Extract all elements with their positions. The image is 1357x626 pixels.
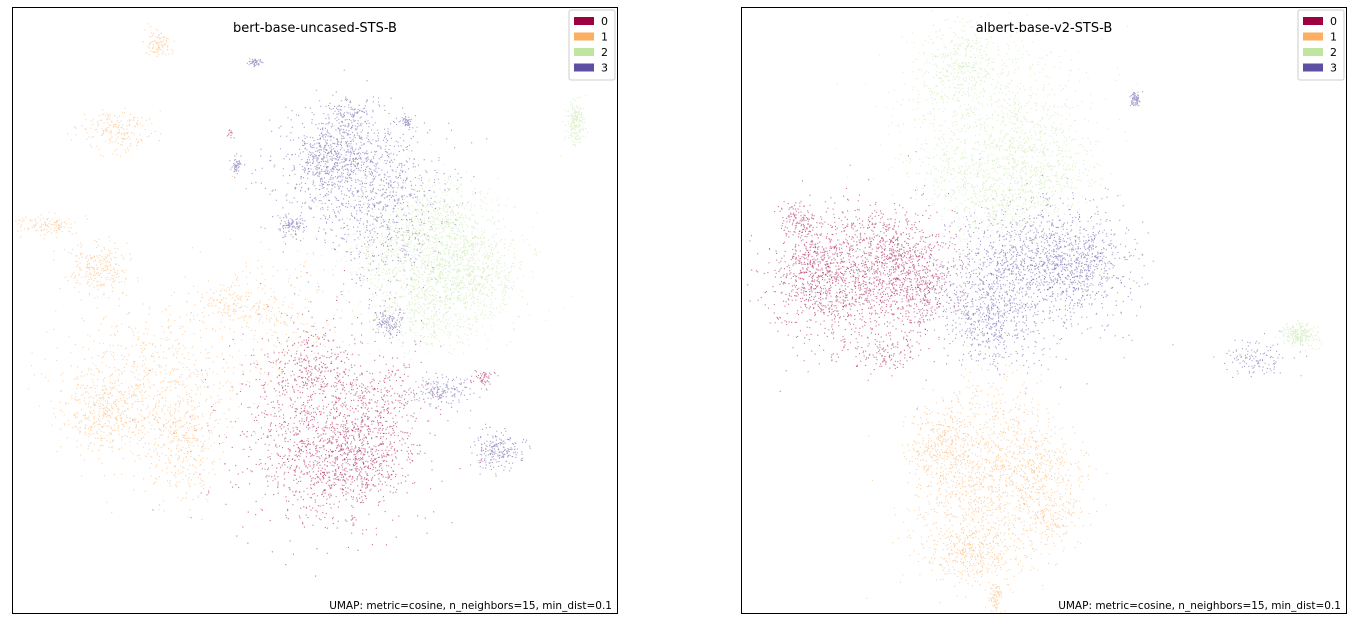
scatter-points-series-3 [229,153,242,178]
scatter-points-series-1 [903,389,985,498]
scatter-points-series-1 [988,583,1003,613]
scatter-points-series-2 [834,8,1138,308]
scatter-points-series-2 [400,194,537,354]
plot-frame [12,7,618,614]
legend-swatch-0 [1303,17,1323,25]
scatter-points-series-0 [470,370,499,386]
legend-label-2: 2 [1330,46,1337,59]
chart-title: bert-base-uncased-STS-B [233,21,397,36]
legend-label-1: 1 [1330,31,1337,44]
scatter-points-series-3 [909,235,1045,363]
scatter-points-series-0 [855,328,921,377]
legend-swatch-3 [574,63,594,72]
scatter-series-2 [292,95,588,360]
scatter-points-series-3 [469,423,531,477]
plot-background [12,7,618,614]
scatter-points-series-0 [314,409,412,504]
scatter-points-series-2 [388,178,487,243]
scatter-points-series-2 [560,95,588,157]
chart-title: albert-base-v2-STS-B [976,21,1113,36]
scatter-points-series-1 [142,23,175,57]
chart-svg: bert-base-uncased-STS-B 0 1 2 3 UMAP: metric=… [12,7,618,614]
scatter-series-3 [229,58,531,477]
scatter-points-series-3 [277,213,308,242]
legend-swatch-2 [574,48,594,56]
scatter-points-series-1 [67,107,162,157]
chart-svg: albert-base-v2-STS-B 0 1 2 3 UMAP: metric=cos… [741,7,1347,614]
legend: 0 1 2 3 [568,9,616,81]
scatter-points-series-2 [341,271,529,360]
scatter-points-series-0 [226,129,235,139]
legend-box [1297,9,1345,81]
legend-label-2: 2 [601,46,608,59]
legend-label-1: 1 [601,31,608,44]
scatter-series-2 [834,8,1323,352]
umap-plot-albert: albert-base-v2-STS-B 0 1 2 3 UMAP: metric=cos… [741,7,1347,614]
legend-swatch-3 [1303,63,1323,72]
scatter-series-1 [866,322,1108,613]
legend-swatch-1 [1303,32,1323,41]
legend-swatch-0 [574,17,594,25]
scatter-points-series-1 [968,412,1097,518]
legend-label-3: 3 [1330,62,1337,75]
scatter-points-series-0 [350,515,356,521]
umap-annotation: UMAP: metric=cosine, n_neighbors=15, min… [329,600,612,612]
legend-label-0: 0 [601,15,608,28]
plot-frame [741,7,1347,614]
legend-label-3: 3 [601,62,608,75]
scatter-points-series-3 [398,113,413,131]
scatter-series-0 [132,129,499,577]
scatter-points-series-2 [292,144,573,353]
umap-plot-bert: bert-base-uncased-STS-B 0 1 2 3 UMAP: metric=… [12,7,618,614]
scatter-points-series-1 [28,276,287,514]
umap-annotation: UMAP: metric=cosine, n_neighbors=15, min… [1058,600,1341,612]
legend-swatch-2 [1303,48,1323,56]
scatter-points-series-0 [892,248,959,333]
legend-box [568,9,616,81]
scatter-series-0 [747,151,979,410]
scatter-points-series-0 [774,194,815,245]
legend-swatch-1 [574,32,594,41]
scatter-points-series-1 [119,361,243,520]
scatter-series-1 [15,23,402,520]
legend: 0 1 2 3 [1297,9,1345,81]
scatter-points-series-3 [246,58,264,68]
scatter-points-series-1 [937,345,1056,485]
legend-label-0: 0 [1330,15,1337,28]
